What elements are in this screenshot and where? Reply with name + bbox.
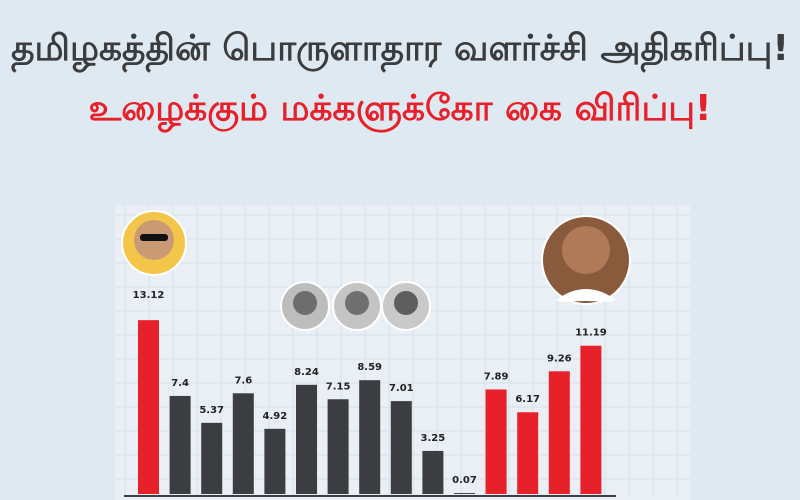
data-label: 7.4 — [171, 378, 189, 389]
data-label: 8.59 — [357, 362, 382, 373]
data-label: 3.25 — [421, 433, 446, 444]
data-label: 7.6 — [234, 375, 252, 386]
data-label: 6.17 — [515, 394, 540, 405]
bar — [390, 401, 412, 494]
data-label: 9.26 — [547, 353, 572, 364]
bar — [264, 428, 286, 494]
bar — [327, 399, 349, 494]
bar — [138, 320, 159, 494]
bar — [232, 393, 254, 494]
bar — [359, 380, 381, 494]
data-label: 0.07 — [452, 475, 477, 486]
data-label: 4.92 — [263, 411, 288, 422]
page-subtitle: உழைக்கும் மக்களுக்கோ கை விரிப்பு! — [88, 88, 712, 129]
bar — [548, 371, 570, 494]
leader-photo-group — [280, 281, 431, 331]
bar — [580, 345, 602, 494]
bar — [517, 412, 539, 494]
data-label: 5.37 — [199, 405, 224, 416]
data-label: 13.12 — [133, 290, 165, 301]
data-label: 7.89 — [484, 371, 509, 382]
bar — [485, 389, 507, 494]
bar — [422, 450, 444, 494]
bar — [201, 422, 223, 494]
data-label: 8.24 — [294, 367, 319, 378]
data-label: 11.19 — [575, 328, 607, 339]
bar — [454, 493, 475, 494]
data-label: 7.15 — [326, 381, 351, 392]
page-title: தமிழகத்தின் பொருளாதார வளர்ச்சி அதிகரிப்ப… — [11, 28, 789, 69]
bar — [169, 395, 191, 494]
bar — [296, 384, 317, 494]
data-labels: 13.12 7.4 5.37 7.6 4.92 8.24 7.15 8.59 7.01 3.25 0… — [133, 290, 607, 486]
bars — [138, 320, 602, 494]
leader-photo-right — [541, 215, 631, 305]
data-label: 7.01 — [389, 383, 414, 394]
leader-photo-left — [121, 210, 187, 276]
